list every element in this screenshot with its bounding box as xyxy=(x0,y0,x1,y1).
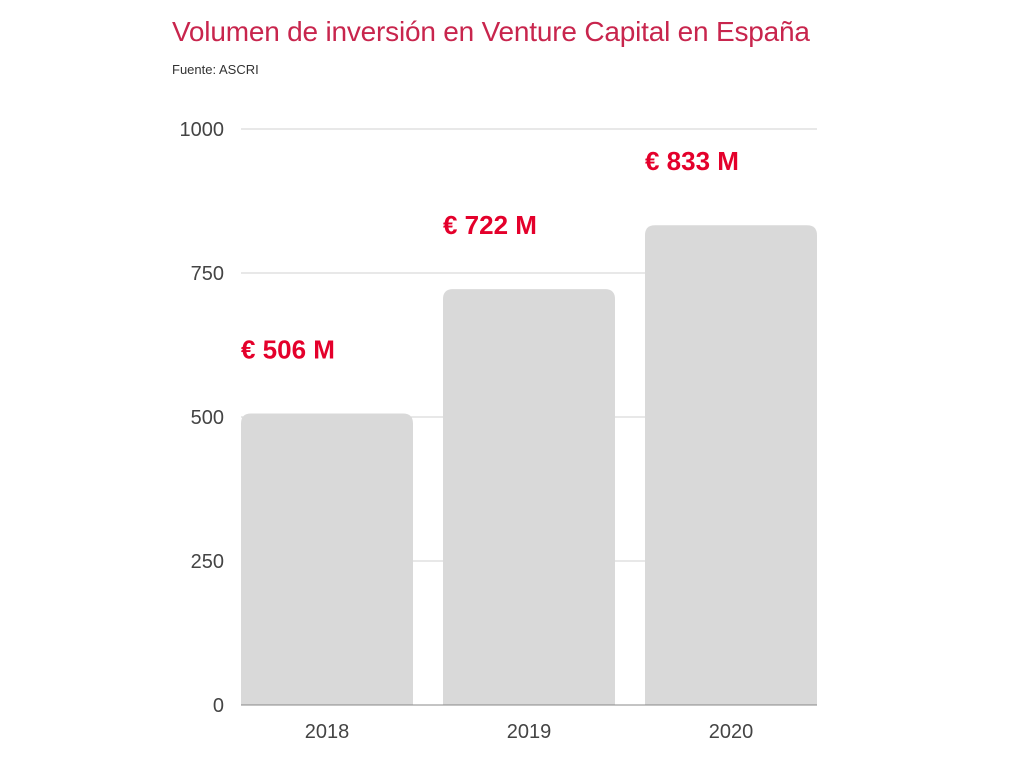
bar-2019 xyxy=(443,289,615,705)
bar-2018 xyxy=(241,413,413,705)
y-tick-label: 750 xyxy=(191,263,224,285)
data-label: € 833 M xyxy=(645,146,739,176)
data-label: € 722 M xyxy=(443,210,537,240)
data-label: € 506 M xyxy=(241,335,335,365)
y-tick-label: 250 xyxy=(191,551,224,573)
x-tick-label: 2019 xyxy=(507,721,552,743)
chart-title: Volumen de inversión en Venture Capital … xyxy=(172,16,810,47)
y-tick-label: 0 xyxy=(213,695,224,717)
y-tick-label: 500 xyxy=(191,407,224,429)
y-tick-label: 1000 xyxy=(180,119,225,141)
x-tick-label: 2018 xyxy=(305,721,350,743)
bar-2020 xyxy=(645,225,817,705)
chart-subtitle: Fuente: ASCRI xyxy=(172,62,259,77)
x-tick-label: 2020 xyxy=(709,721,754,743)
